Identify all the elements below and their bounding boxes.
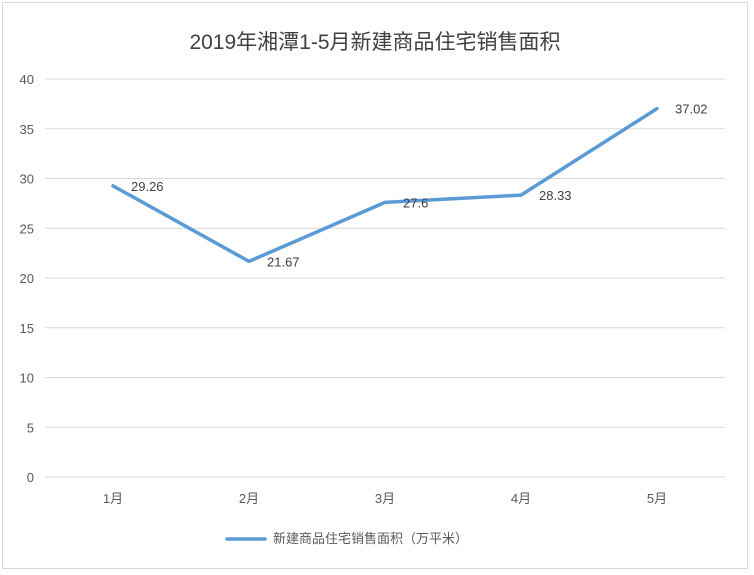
data-label: 21.67 [267, 254, 300, 269]
legend-label: 新建商品住宅销售面积（万平米） [273, 531, 468, 546]
y-tick-label: 20 [20, 271, 34, 286]
y-tick-label: 35 [20, 122, 34, 137]
data-label: 28.33 [539, 188, 572, 203]
data-point [247, 259, 251, 263]
series-group [111, 106, 659, 264]
line-chart: 2019年湘潭1-5月新建商品住宅销售面积 0 5 10 15 20 25 30 35 40 1… [20, 31, 725, 546]
data-point [383, 200, 387, 204]
data-point [111, 184, 115, 188]
x-tick-label: 4月 [511, 491, 531, 506]
y-tick-label: 10 [20, 371, 34, 386]
y-tick-label: 5 [27, 420, 34, 435]
legend: 新建商品住宅销售面积（万平米） [225, 531, 468, 546]
x-tick-label: 1月 [103, 491, 123, 506]
data-labels: 29.26 21.67 27.6 28.33 37.02 [131, 102, 708, 270]
chart-title: 2019年湘潭1-5月新建商品住宅销售面积 [189, 31, 560, 54]
x-tick-label: 5月 [647, 491, 667, 506]
y-tick-label: 25 [20, 221, 34, 236]
x-tick-label: 2月 [239, 491, 259, 506]
y-axis-ticks: 0 5 10 15 20 25 30 35 40 [20, 72, 34, 485]
y-tick-label: 30 [20, 172, 34, 187]
y-tick-label: 0 [27, 470, 34, 485]
y-tick-label: 15 [20, 321, 34, 336]
data-point [519, 193, 523, 197]
series-line [111, 106, 659, 264]
x-axis-ticks: 1月 2月 3月 4月 5月 [103, 491, 667, 506]
gridlines [45, 78, 725, 478]
data-point [655, 107, 659, 111]
y-tick-label: 40 [20, 72, 34, 87]
data-label: 29.26 [131, 179, 164, 194]
x-tick-label: 3月 [375, 491, 395, 506]
data-label: 37.02 [675, 102, 708, 117]
chart-frame: 2019年湘潭1-5月新建商品住宅销售面积 0 5 10 15 20 25 30 35 40 1… [2, 2, 748, 569]
data-label: 27.6 [403, 195, 428, 210]
